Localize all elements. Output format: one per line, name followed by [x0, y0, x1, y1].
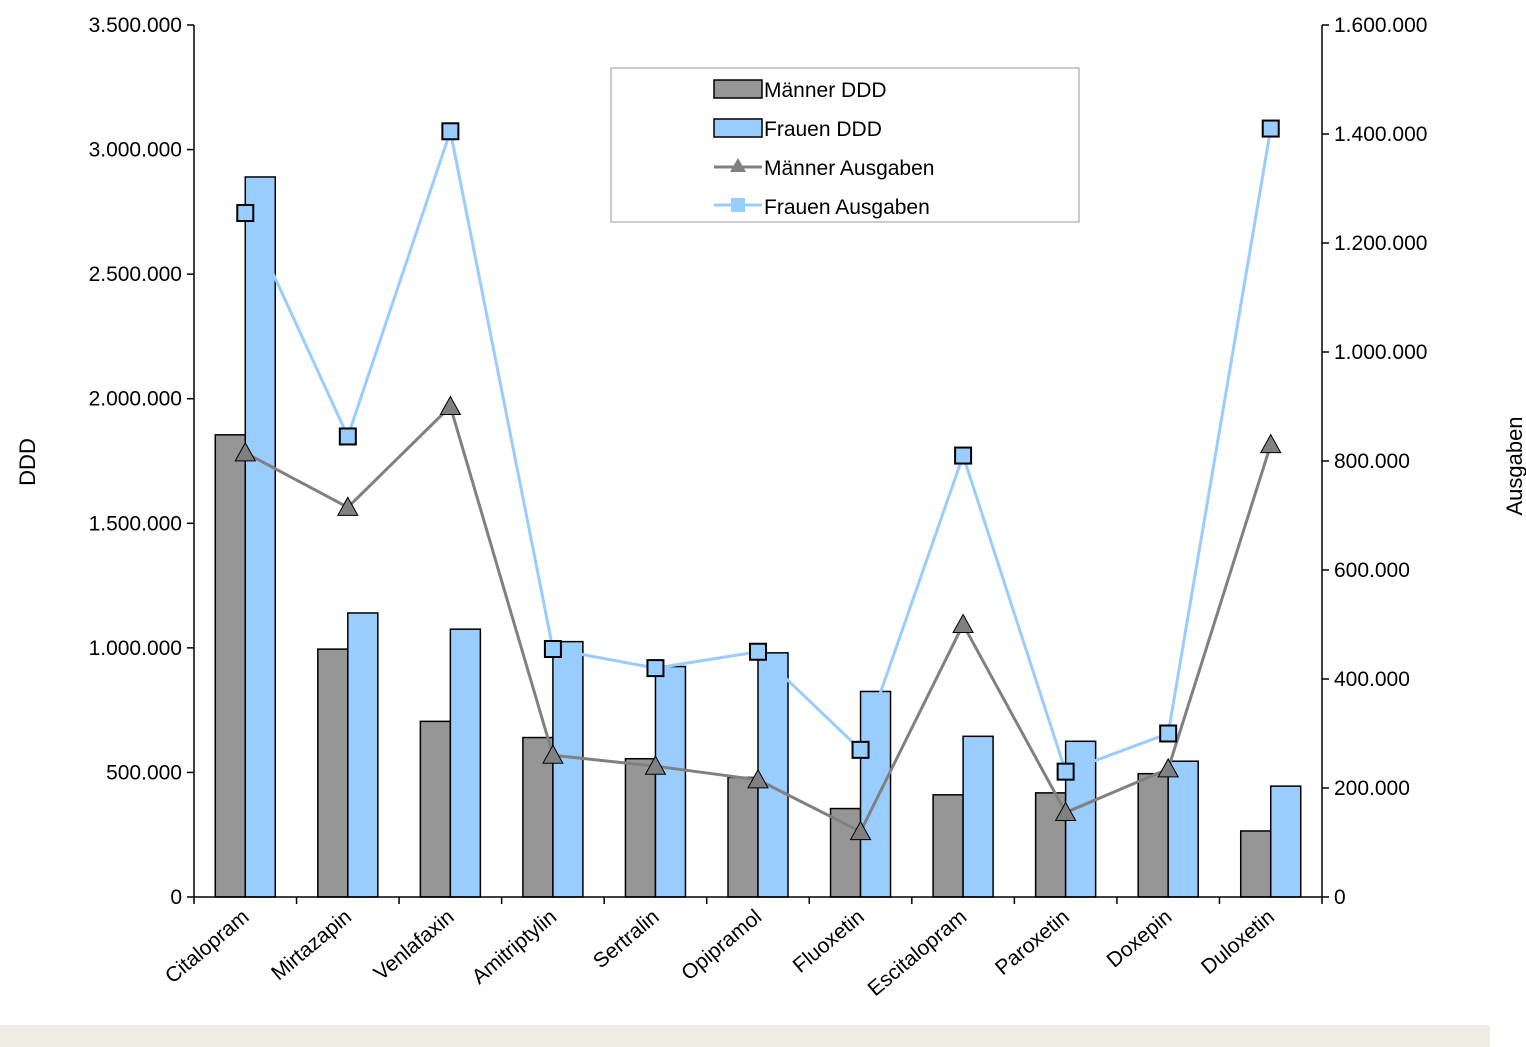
- legend-label-frauen-ausgaben: Frauen Ausgaben: [764, 196, 930, 219]
- footer-band: [0, 1025, 1490, 1047]
- bar-maenner-ddd-fluoxetin: [829, 807, 862, 898]
- y2-tick-label: 200.000: [1334, 777, 1410, 800]
- bar-maenner-ddd-amitriptylin: [522, 736, 554, 898]
- x-tick-label-venlafaxin: Venlafaxin: [370, 905, 459, 985]
- legend-box: [610, 67, 1080, 223]
- legend-label-maenner-ausgaben: Männer Ausgaben: [764, 157, 934, 180]
- bar-maenner-ddd-mirtazapin: [317, 648, 349, 898]
- bar-maenner-ddd-paroxetin: [1034, 792, 1067, 898]
- y2-tick-label: 1.200.000: [1334, 232, 1427, 255]
- bar-frauen-ddd-duloxetin: [1269, 785, 1302, 898]
- y-tick-label: 0: [170, 886, 182, 909]
- bar-maenner-ddd-escitalopram: [932, 794, 964, 898]
- bar-maenner-ddd-citalopram: [214, 434, 247, 898]
- marker-frauen-ausgaben-venlafaxin: [441, 122, 460, 141]
- y2-tick-label: 400.000: [1334, 668, 1410, 691]
- bar-frauen-ddd-citalopram: [244, 176, 277, 898]
- marker-frauen-ausgaben-amitriptylin: [543, 640, 562, 659]
- legend-marker-triangle-icon: [730, 158, 746, 172]
- x-tick-label-amitriptylin: Amitriptylin: [468, 905, 561, 989]
- y2-tick-label: 1.000.000: [1334, 341, 1427, 364]
- x-tick-label-escitalopram: Escitalopram: [864, 905, 972, 1001]
- legend-label-frauen-ddd: Frauen DDD: [764, 118, 882, 141]
- x-tick-label-fluoxetin: Fluoxetin: [789, 905, 869, 977]
- bar-maenner-ddd-doxepin: [1137, 772, 1169, 898]
- x-tick-label-doxepin: Doxepin: [1103, 905, 1177, 972]
- bar-maenner-ddd-opipramol: [727, 776, 759, 898]
- marker-maenner-ausgaben-venlafaxin: [439, 395, 462, 415]
- bar-frauen-ddd-fluoxetin: [859, 690, 892, 898]
- x-tick-label-duloxetin: Duloxetin: [1197, 905, 1279, 979]
- y-tick-label: 3.500.000: [89, 14, 182, 37]
- bar-frauen-ddd-opipramol: [757, 652, 789, 898]
- marker-maenner-ausgaben-citalopram: [234, 441, 257, 462]
- marker-maenner-ausgaben-paroxetin: [1054, 801, 1077, 822]
- marker-maenner-ausgaben-fluoxetin: [849, 820, 872, 841]
- bar-frauen-ddd-amitriptylin: [552, 640, 584, 898]
- bar-frauen-ddd-escitalopram: [962, 735, 994, 898]
- legend-marker-square-icon: [731, 198, 745, 212]
- bar-frauen-ddd-venlafaxin: [449, 628, 482, 898]
- legend-label-maenner-ddd: Männer DDD: [764, 79, 887, 102]
- y2-tick-label: 1.400.000: [1334, 123, 1427, 146]
- y-tick-label: 500.000: [106, 761, 182, 784]
- marker-frauen-ausgaben-sertralin: [646, 659, 665, 678]
- y2-tick-label: 600.000: [1334, 559, 1410, 582]
- marker-frauen-ausgaben-opipramol: [749, 642, 767, 661]
- legend: Männer DDD Frauen DDD Männer Ausgaben Fr…: [610, 67, 1080, 223]
- x-tick-label-opipramol: Opipramol: [677, 905, 766, 985]
- marker-frauen-ausgaben-duloxetin: [1261, 119, 1280, 138]
- y2-tick-label: 1.600.000: [1334, 14, 1427, 37]
- y-tick-label: 2.000.000: [89, 388, 182, 411]
- bar-frauen-ddd-doxepin: [1167, 760, 1199, 898]
- x-tick-label-paroxetin: Paroxetin: [991, 905, 1074, 980]
- bar-frauen-ddd-sertralin: [654, 665, 687, 898]
- marker-frauen-ausgaben-paroxetin: [1056, 762, 1075, 781]
- bar-frauen-ddd-mirtazapin: [347, 612, 379, 898]
- x-tick-label-mirtazapin: Mirtazapin: [267, 905, 356, 985]
- legend-swatch-maenner-ddd: [713, 79, 763, 99]
- y-tick-label: 1.500.000: [89, 512, 182, 535]
- marker-frauen-ausgaben-fluoxetin: [851, 740, 870, 759]
- marker-frauen-ausgaben-escitalopram: [954, 446, 973, 465]
- y-tick-label: 2.500.000: [89, 263, 182, 286]
- marker-maenner-ausgaben-doxepin: [1157, 757, 1180, 778]
- marker-maenner-ausgaben-amitriptylin: [542, 744, 564, 764]
- legend-swatch-frauen-ddd: [713, 118, 763, 138]
- y2-tick-label: 800.000: [1334, 450, 1410, 473]
- y2-axis-title: Ausgaben: [1502, 416, 1526, 515]
- x-tick-label-citalopram: Citalopram: [161, 905, 254, 988]
- bar-maenner-ddd-venlafaxin: [419, 720, 452, 898]
- bars-layer: [214, 176, 1302, 898]
- y2-tick-label: 0: [1334, 886, 1346, 909]
- marker-frauen-ausgaben-doxepin: [1159, 724, 1178, 743]
- marker-maenner-ausgaben-duloxetin: [1259, 433, 1282, 454]
- marker-maenner-ausgaben-escitalopram: [952, 613, 974, 633]
- x-tick-label-sertralin: Sertralin: [589, 905, 664, 973]
- marker-frauen-ausgaben-citalopram: [236, 204, 255, 223]
- marker-frauen-ausgaben-mirtazapin: [338, 427, 357, 446]
- marker-maenner-ausgaben-mirtazapin: [336, 496, 359, 516]
- bar-maenner-ddd-duloxetin: [1239, 830, 1272, 898]
- y-tick-label: 3.000.000: [89, 139, 182, 162]
- lines-layer: [234, 119, 1282, 841]
- bar-maenner-ddd-sertralin: [624, 757, 657, 898]
- y-tick-label: 1.000.000: [89, 637, 182, 660]
- marker-maenner-ausgaben-opipramol: [747, 768, 769, 789]
- y-axis-title: DDD: [15, 438, 40, 486]
- marker-maenner-ausgaben-sertralin: [644, 755, 667, 775]
